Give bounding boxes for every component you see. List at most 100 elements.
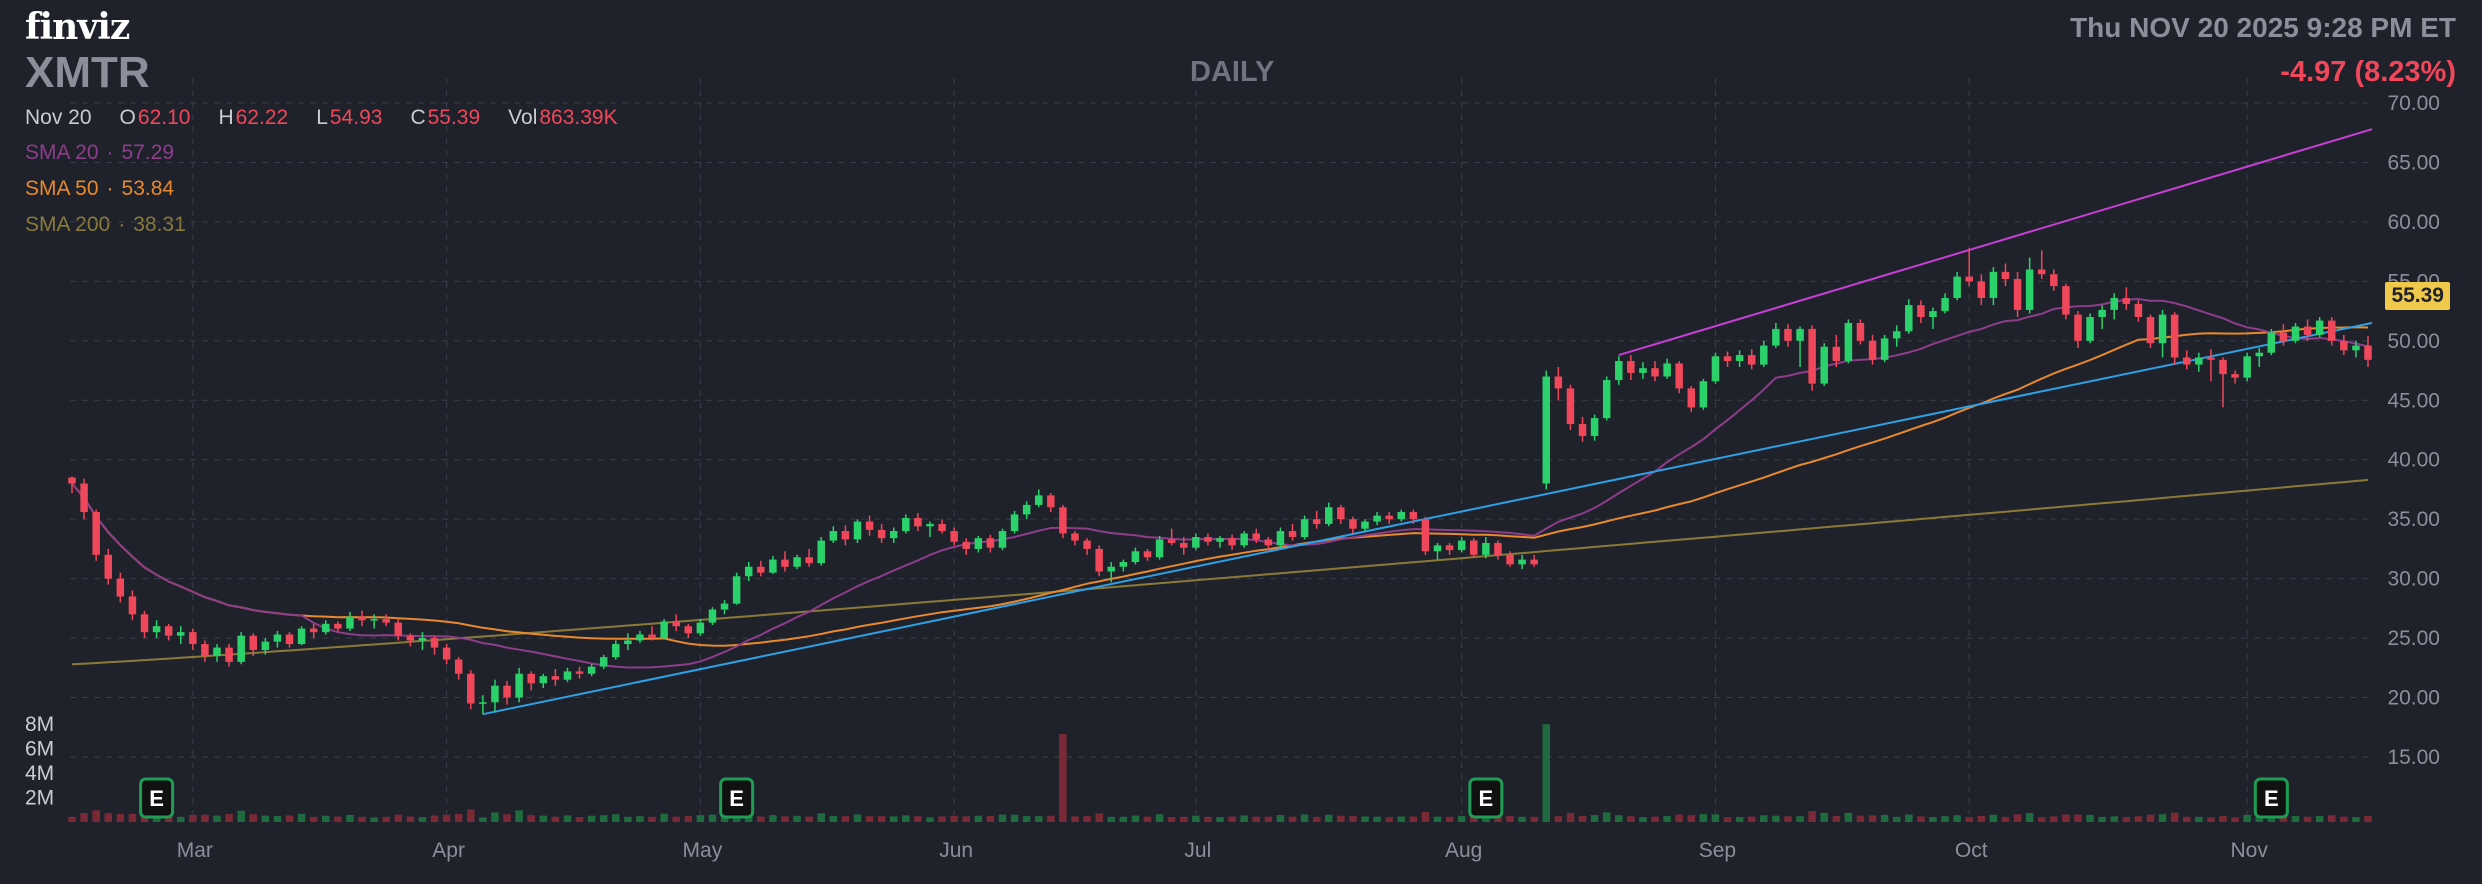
volume-bar bbox=[237, 810, 245, 822]
y-tick-label: 25.00 bbox=[2387, 627, 2440, 650]
x-tick-label: Jul bbox=[1184, 839, 1211, 862]
volume-bar bbox=[1554, 816, 1563, 822]
volume-bar bbox=[1675, 814, 1683, 822]
price-change: -4.97 (8.23%) bbox=[2280, 56, 2456, 88]
volume-bar bbox=[116, 814, 125, 822]
y-tick-label: 20.00 bbox=[2387, 687, 2440, 710]
candle-body bbox=[841, 531, 850, 540]
volume-bar bbox=[1349, 816, 1357, 822]
candle-body bbox=[370, 619, 378, 621]
candle-body bbox=[1905, 305, 1913, 332]
volume-bar bbox=[1506, 815, 1514, 822]
candle-body bbox=[285, 634, 294, 645]
volume-bar bbox=[624, 816, 632, 822]
volume-bar bbox=[962, 816, 970, 822]
candle-body bbox=[2207, 357, 2215, 360]
last-price-badge: 55.39 bbox=[2385, 282, 2450, 310]
candle-body bbox=[720, 603, 729, 610]
candle-body bbox=[442, 647, 451, 660]
volume-bar bbox=[2340, 816, 2348, 822]
volume-bar bbox=[1905, 814, 1913, 822]
sma-20-line bbox=[71, 297, 2369, 669]
volume-bar bbox=[285, 815, 294, 822]
candle-body bbox=[2291, 326, 2300, 341]
candle-body bbox=[80, 483, 88, 513]
candle-body bbox=[406, 635, 415, 641]
candle-body bbox=[744, 566, 753, 577]
volume-bar bbox=[817, 813, 825, 822]
volume-bar bbox=[152, 816, 161, 822]
volume-bar bbox=[309, 816, 318, 822]
candle-body bbox=[1506, 554, 1514, 565]
candle-body bbox=[249, 635, 258, 650]
y-tick-label: 35.00 bbox=[2387, 508, 2440, 531]
candle-body bbox=[696, 622, 705, 634]
candle-body bbox=[793, 557, 801, 567]
volume-bar bbox=[1240, 815, 1248, 822]
candle-body bbox=[104, 554, 112, 579]
candle-body bbox=[2303, 326, 2312, 335]
volume-bar bbox=[2352, 817, 2360, 822]
volume-bar bbox=[2255, 817, 2263, 822]
candle-body bbox=[152, 626, 161, 633]
volume-bar bbox=[1216, 817, 1224, 822]
volume-bar bbox=[1615, 815, 1623, 822]
candle-body bbox=[1180, 542, 1188, 548]
candle-body bbox=[2050, 274, 2058, 287]
volume-bar bbox=[1119, 816, 1128, 822]
candle-body bbox=[672, 621, 680, 627]
earnings-marker bbox=[719, 777, 755, 819]
ohlc-date: Nov 20 bbox=[25, 106, 92, 129]
x-tick-label: May bbox=[683, 839, 723, 862]
candle-body bbox=[1772, 328, 1780, 346]
volume-bar bbox=[1228, 816, 1236, 822]
candle-body bbox=[1252, 533, 1260, 540]
volume-bar bbox=[1832, 815, 1841, 822]
candle-body bbox=[998, 531, 1007, 548]
volume-bar bbox=[2207, 817, 2215, 822]
volume-bar bbox=[1747, 816, 1756, 822]
earnings-marker bbox=[1468, 777, 1504, 819]
sma-50-legend[interactable]: SMA 50 · 53.84 bbox=[25, 177, 175, 200]
candle-body bbox=[2279, 332, 2288, 341]
candle-body bbox=[1385, 515, 1393, 520]
candle-body bbox=[140, 614, 149, 633]
sma-20-legend[interactable]: SMA 20 · 57.29 bbox=[25, 141, 175, 164]
volume-bar bbox=[2110, 816, 2118, 822]
volume-bar bbox=[1083, 816, 1091, 822]
volume-bar bbox=[1590, 815, 1599, 822]
volume-bar bbox=[926, 817, 934, 822]
candle-body bbox=[1760, 345, 1768, 365]
volume-bar bbox=[877, 816, 886, 822]
candle-body bbox=[1167, 539, 1176, 543]
finviz-logo[interactable]: finviz bbox=[25, 6, 130, 48]
volume-bar bbox=[2134, 816, 2143, 822]
candle-body bbox=[261, 641, 270, 650]
volume-bar bbox=[1167, 817, 1176, 822]
candle-body bbox=[2255, 352, 2263, 357]
candle-body bbox=[1784, 328, 1792, 341]
candle-body bbox=[1047, 495, 1055, 508]
candle-body bbox=[889, 531, 898, 539]
volume-bar bbox=[587, 815, 596, 822]
volume-bar bbox=[467, 809, 475, 822]
candle-body bbox=[128, 596, 137, 615]
sma-200-legend[interactable]: SMA 200 · 38.31 bbox=[25, 213, 186, 236]
volume-bar bbox=[998, 814, 1007, 822]
volume-bar bbox=[829, 815, 838, 822]
volume-bar bbox=[1566, 812, 1575, 822]
candle-body bbox=[1965, 276, 1973, 282]
candle-body bbox=[1010, 514, 1019, 532]
candle-body bbox=[430, 638, 439, 648]
candle-body bbox=[1192, 537, 1200, 548]
candle-body bbox=[769, 559, 777, 573]
candle-body bbox=[1651, 368, 1659, 377]
volume-bar bbox=[2170, 812, 2179, 822]
candle-body bbox=[1288, 531, 1297, 538]
y-tick-label: 70.00 bbox=[2387, 92, 2440, 115]
candle-body bbox=[817, 540, 825, 564]
volume-bar bbox=[2195, 816, 2203, 822]
candle-body bbox=[1240, 533, 1248, 546]
candle-body bbox=[189, 632, 197, 645]
